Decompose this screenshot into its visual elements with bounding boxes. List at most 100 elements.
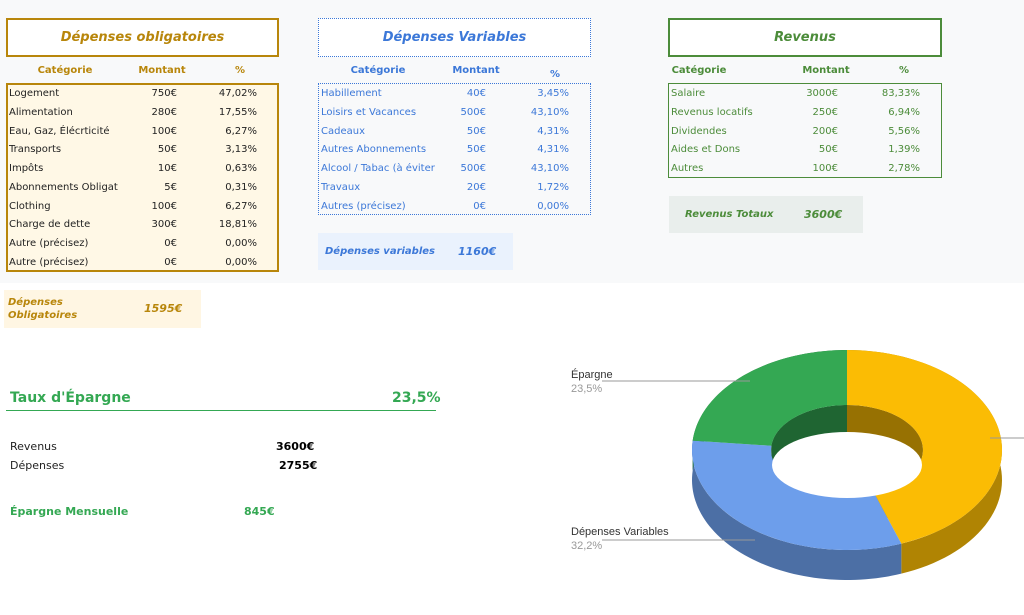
epargne-mensuelle-label: Épargne Mensuelle: [10, 505, 129, 518]
revenus-montant: 100€: [812, 163, 838, 174]
obligatoires-pct: 6,27%: [225, 200, 257, 212]
revenus-cat: Revenus locatifs: [671, 106, 753, 118]
variables-row: Travaux 20€ 1,72%: [320, 179, 589, 198]
variables-total-value: 1160€: [458, 245, 497, 258]
obligatoires-row: Autre (précisez) 0€ 0,00%: [8, 254, 277, 273]
variables-pct: 1,72%: [537, 181, 569, 193]
variables-cat: Loisirs et Vacances: [321, 106, 417, 118]
revenus-pct: 5,56%: [888, 125, 920, 137]
variables-header-pct: %: [549, 69, 561, 80]
variables-cat: Cadeaux: [321, 125, 365, 137]
variables-cat: Travaux: [321, 181, 361, 193]
obligatoires-row: Abonnements Obligat 5€ 0,31%: [8, 179, 277, 198]
obligatoires-title: Dépenses obligatoires: [6, 18, 279, 57]
obligatoires-cat: Abonnements Obligat: [9, 181, 118, 193]
obligatoires-row: Alimentation 280€ 17,55%: [8, 104, 277, 123]
obligatoires-row: Autre (précisez) 0€ 0,00%: [8, 235, 277, 254]
obligatoires-header-montant: Montant: [138, 65, 186, 76]
obligatoires-pct: 17,55%: [218, 106, 257, 118]
slice-label-epargne: Épargne: [571, 368, 613, 381]
obligatoires-row: Charge de dette 300€ 18,81%: [8, 216, 277, 235]
variables-pct: 4,31%: [537, 125, 569, 137]
revenus-cat: Salaire: [671, 88, 706, 99]
obligatoires-rows: Logement 750€ 47,02% Alimentation 280€ 17,55%…: [8, 85, 277, 271]
obligatoires-cat: Autre (précisez): [9, 238, 89, 249]
summary-revenus-value: 3600€: [276, 440, 315, 453]
obligatoires-row: Logement 750€ 47,02%: [8, 85, 277, 104]
slice-1: [692, 440, 902, 550]
variables-header-categorie: Catégorie: [350, 65, 406, 76]
revenus-total: Revenus Totaux 3600€: [669, 196, 863, 233]
obligatoires-row: Clothing 100€ 6,27%: [8, 198, 277, 217]
variables-montant: 50€: [466, 144, 486, 156]
slice-side-1: [692, 440, 902, 580]
obligatoires-montant: 5€: [164, 181, 177, 193]
obligatoires-cat: Alimentation: [9, 106, 73, 118]
obligatoires-pct: 0,31%: [225, 181, 257, 193]
obligatoires-montant: 100€: [151, 125, 177, 137]
revenus-row: Revenus locatifs 250€ 6,94%: [670, 104, 940, 123]
variables-header-montant: Montant: [452, 65, 500, 76]
obligatoires-montant: 750€: [151, 88, 177, 99]
obligatoires-cat: Eau, Gaz, Élécrticité: [9, 125, 110, 137]
obligatoires-montant: 10€: [157, 163, 177, 174]
revenus-header-montant: Montant: [802, 65, 850, 76]
summary-depenses-label: Dépenses: [10, 459, 65, 472]
obligatoires-cat: Autre (précisez): [9, 256, 89, 268]
revenus-pct: 83,33%: [881, 88, 920, 99]
obligatoires-header-categorie: Catégorie: [37, 65, 93, 76]
taux-epargne-value: 23,5%: [392, 390, 441, 406]
revenus-header-categorie: Catégorie: [671, 65, 727, 76]
obligatoires-pct: 0,00%: [225, 238, 257, 249]
obligatoires-montant: 0€: [164, 256, 177, 268]
revenus-pct: 1,39%: [888, 144, 920, 156]
variables-row: Alcool / Tabac (à éviter 500€ 43,10%: [320, 160, 589, 179]
revenus-rows: Salaire 3000€ 83,33% Revenus locatifs 250€ 6,…: [670, 85, 940, 177]
obligatoires-pct: 6,27%: [225, 125, 257, 137]
summary-depenses-value: 2755€: [279, 459, 318, 472]
obligatoires-row: Impôts 10€ 0,63%: [8, 160, 277, 179]
obligatoires-cat: Clothing: [9, 200, 51, 212]
slice-pct-epargne: 23,5%: [571, 383, 602, 395]
obligatoires-row: Eau, Gaz, Élécrticité 100€ 6,27%: [8, 123, 277, 142]
revenus-montant: 50€: [818, 144, 838, 156]
variables-title: Dépenses Variables: [318, 18, 591, 57]
variables-montant: 500€: [460, 163, 486, 174]
revenus-cat: Dividendes: [671, 125, 727, 137]
variables-cat: Alcool / Tabac (à éviter: [321, 163, 435, 174]
taux-epargne-label: Taux d'Épargne: [10, 390, 131, 406]
variables-pct: 4,31%: [537, 144, 569, 156]
revenus-table: [668, 83, 942, 178]
obligatoires-title-text: Dépenses obligatoires: [60, 30, 225, 45]
variables-cat: Habillement: [321, 88, 382, 99]
obligatoires-header-pct: %: [234, 65, 246, 76]
obligatoires-total-label-1: Dépenses: [8, 297, 63, 308]
taux-epargne-divider: [6, 410, 436, 411]
revenus-title: Revenus: [668, 18, 942, 57]
revenus-row: Autres 100€ 2,78%: [670, 160, 940, 179]
obligatoires-pct: 3,13%: [225, 144, 257, 156]
obligatoires-total-value: 1595€: [144, 302, 183, 315]
variables-total: Dépenses variables 1160€: [318, 233, 513, 270]
variables-montant: 20€: [466, 181, 486, 193]
obligatoires-pct: 0,63%: [225, 163, 257, 174]
variables-pct: 43,10%: [530, 106, 569, 118]
variables-montant: 50€: [466, 125, 486, 137]
variables-row: Cadeaux 50€ 4,31%: [320, 123, 589, 142]
variables-title-text: Dépenses Variables: [382, 30, 527, 45]
obligatoires-pct: 18,81%: [218, 219, 257, 231]
slice-0: [692, 350, 847, 446]
revenus-total-label: Revenus Totaux: [685, 209, 774, 220]
variables-cat: Autres (précisez): [321, 200, 406, 212]
slice-label-variables: Dépenses Variables: [571, 526, 669, 538]
revenus-pct: 6,94%: [888, 106, 920, 118]
obligatoires-total: Dépenses Obligatoires 1595€: [4, 290, 201, 328]
obligatoires-table: [6, 83, 279, 272]
obligatoires-pct: 47,02%: [218, 88, 257, 99]
variables-table: [318, 83, 591, 215]
variables-pct: 3,45%: [537, 88, 569, 99]
revenus-cat: Aides et Dons: [671, 144, 741, 156]
revenus-row: Dividendes 200€ 5,56%: [670, 123, 940, 142]
obligatoires-montant: 300€: [151, 219, 177, 231]
revenus-montant: 200€: [812, 125, 838, 137]
